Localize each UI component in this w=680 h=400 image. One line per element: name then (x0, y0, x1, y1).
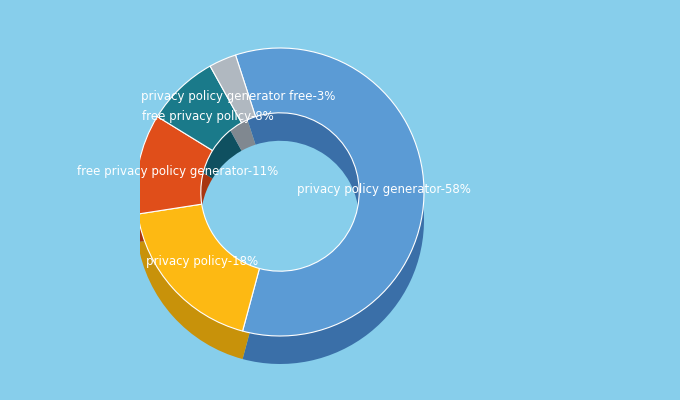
Wedge shape (157, 66, 241, 150)
Wedge shape (138, 204, 259, 331)
Wedge shape (136, 116, 213, 214)
Wedge shape (136, 144, 213, 242)
Wedge shape (235, 76, 424, 364)
Wedge shape (210, 83, 256, 151)
Wedge shape (210, 55, 256, 123)
Text: privacy policy-18%: privacy policy-18% (146, 255, 258, 268)
Wedge shape (235, 48, 424, 336)
Text: free privacy policy-8%: free privacy policy-8% (142, 110, 274, 123)
Wedge shape (157, 94, 241, 178)
Text: free privacy policy generator-11%: free privacy policy generator-11% (77, 165, 278, 178)
Text: privacy policy generator-58%: privacy policy generator-58% (297, 183, 471, 196)
Wedge shape (138, 232, 259, 359)
Text: privacy policy generator free-3%: privacy policy generator free-3% (141, 90, 335, 103)
